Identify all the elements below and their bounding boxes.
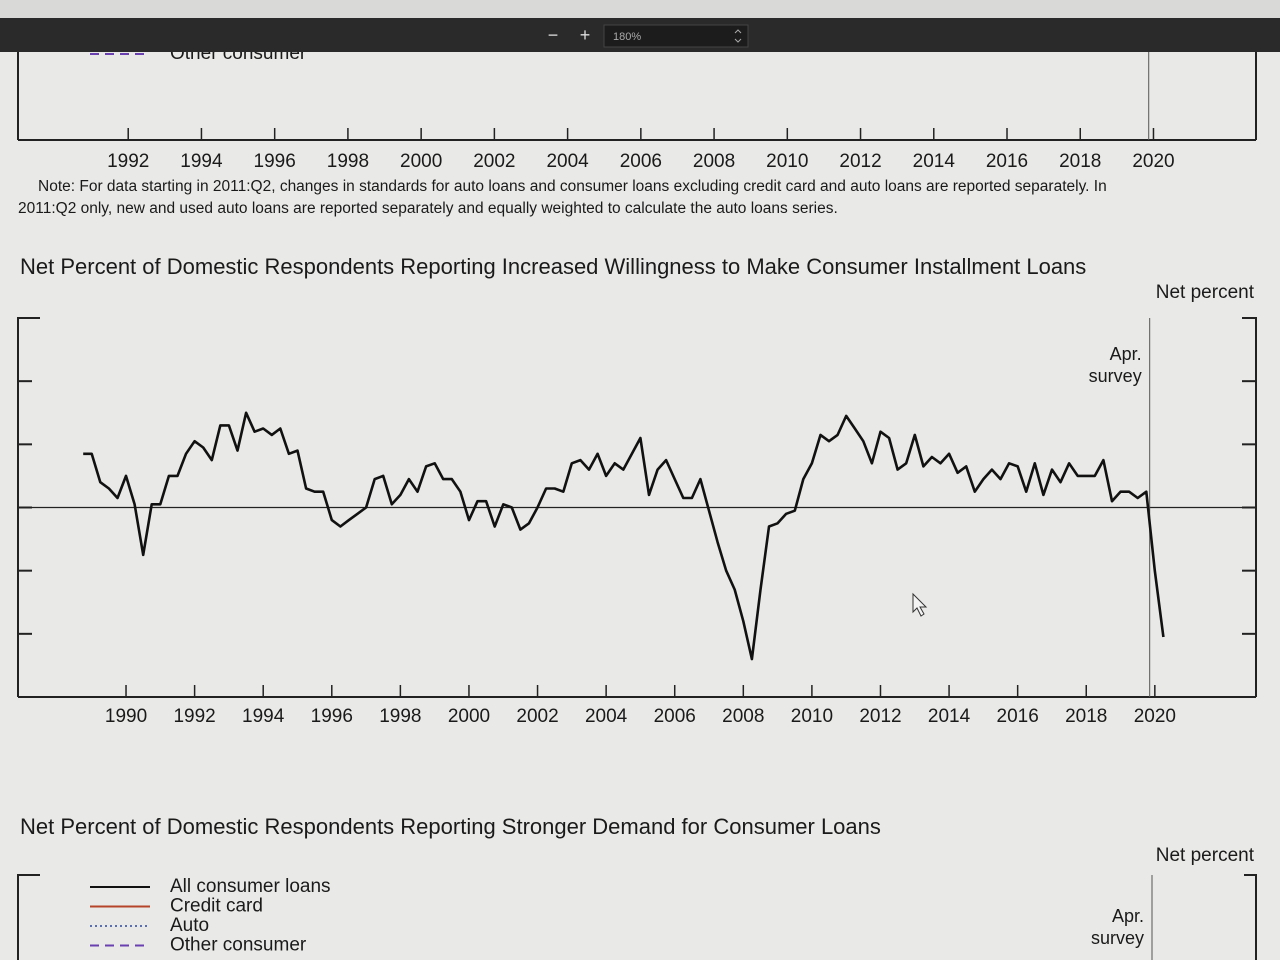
x-tick-label: 1996 xyxy=(311,706,353,727)
x-tick-label: 2018 xyxy=(1059,151,1101,172)
x-tick-label: 2002 xyxy=(473,151,515,172)
x-tick-label: 1994 xyxy=(242,706,285,727)
chart-frame-left xyxy=(17,874,40,960)
annotation-text: survey xyxy=(1091,928,1144,948)
y-axis-label: Net percent xyxy=(1156,845,1255,866)
x-tick-label: 2006 xyxy=(654,706,696,727)
mouse-cursor xyxy=(912,592,928,617)
data-line xyxy=(83,411,1165,661)
x-tick-label: 1992 xyxy=(107,151,149,172)
toolbar: − + 180% xyxy=(0,0,1280,52)
x-tick-label: 2004 xyxy=(585,706,628,727)
zoom-out-button[interactable]: − xyxy=(548,25,559,45)
annotation-text: survey xyxy=(1089,366,1142,386)
x-tick-label: 2008 xyxy=(722,706,764,727)
x-tick-label: 2020 xyxy=(1134,706,1176,727)
annotation-text: Apr. xyxy=(1110,344,1142,364)
x-tick-label: 1992 xyxy=(173,706,215,727)
x-tick-label: 2014 xyxy=(928,706,971,727)
x-tick-label: 2002 xyxy=(516,706,558,727)
x-tick-label: 2008 xyxy=(693,151,735,172)
zoom-select[interactable] xyxy=(603,24,749,48)
document: 1992 1994 1996 1998 2000 2002 2004 2006 2008 2010… xyxy=(17,29,1257,960)
x-tick-label: 2012 xyxy=(859,706,901,727)
chart-title: Net Percent of Domestic Respondents Repo… xyxy=(20,254,1086,279)
x-tick-label: 1990 xyxy=(105,706,147,727)
annotation-text: Apr. xyxy=(1112,906,1144,926)
x-tick-label: 2012 xyxy=(839,151,881,172)
x-tick-label: 1994 xyxy=(180,151,223,172)
x-tick-label: 2016 xyxy=(986,151,1028,172)
x-tick-label: 2010 xyxy=(791,706,833,727)
x-tick-label: 2014 xyxy=(913,151,956,172)
x-tick-label: 2000 xyxy=(400,151,442,172)
legend-label: All consumer loans xyxy=(170,876,331,897)
x-tick-label: 2020 xyxy=(1132,151,1174,172)
zoom-in-button[interactable]: + xyxy=(580,25,591,45)
x-tick-label: 2010 xyxy=(766,151,808,172)
legend-label: Credit card xyxy=(170,896,263,917)
x-tick-label: 2018 xyxy=(1065,706,1107,727)
chart-frame-right xyxy=(1244,874,1257,960)
x-tick-label: 2000 xyxy=(448,706,490,727)
legend-label: Auto xyxy=(170,915,209,936)
x-tick-label: 1998 xyxy=(379,706,421,727)
legend-label: Other consumer xyxy=(170,935,307,956)
x-tick-label: 1996 xyxy=(254,151,296,172)
x-tick-label: 2006 xyxy=(620,151,662,172)
y-axis-label: Net percent xyxy=(1156,282,1255,303)
x-tick-label: 2004 xyxy=(546,151,589,172)
zoom-value: 180% xyxy=(613,31,641,43)
note-text: 2011:Q2 only, new and used auto loans ar… xyxy=(18,200,838,217)
toolbar-top-edge xyxy=(0,0,1280,18)
zoom-spinner xyxy=(734,29,742,43)
note-text: Note: For data starting in 2011:Q2, chan… xyxy=(38,178,1107,195)
chart-title: Net Percent of Domestic Respondents Repo… xyxy=(20,814,881,839)
x-tick-label: 2016 xyxy=(997,706,1039,727)
x-tick-label: 1998 xyxy=(327,151,369,172)
